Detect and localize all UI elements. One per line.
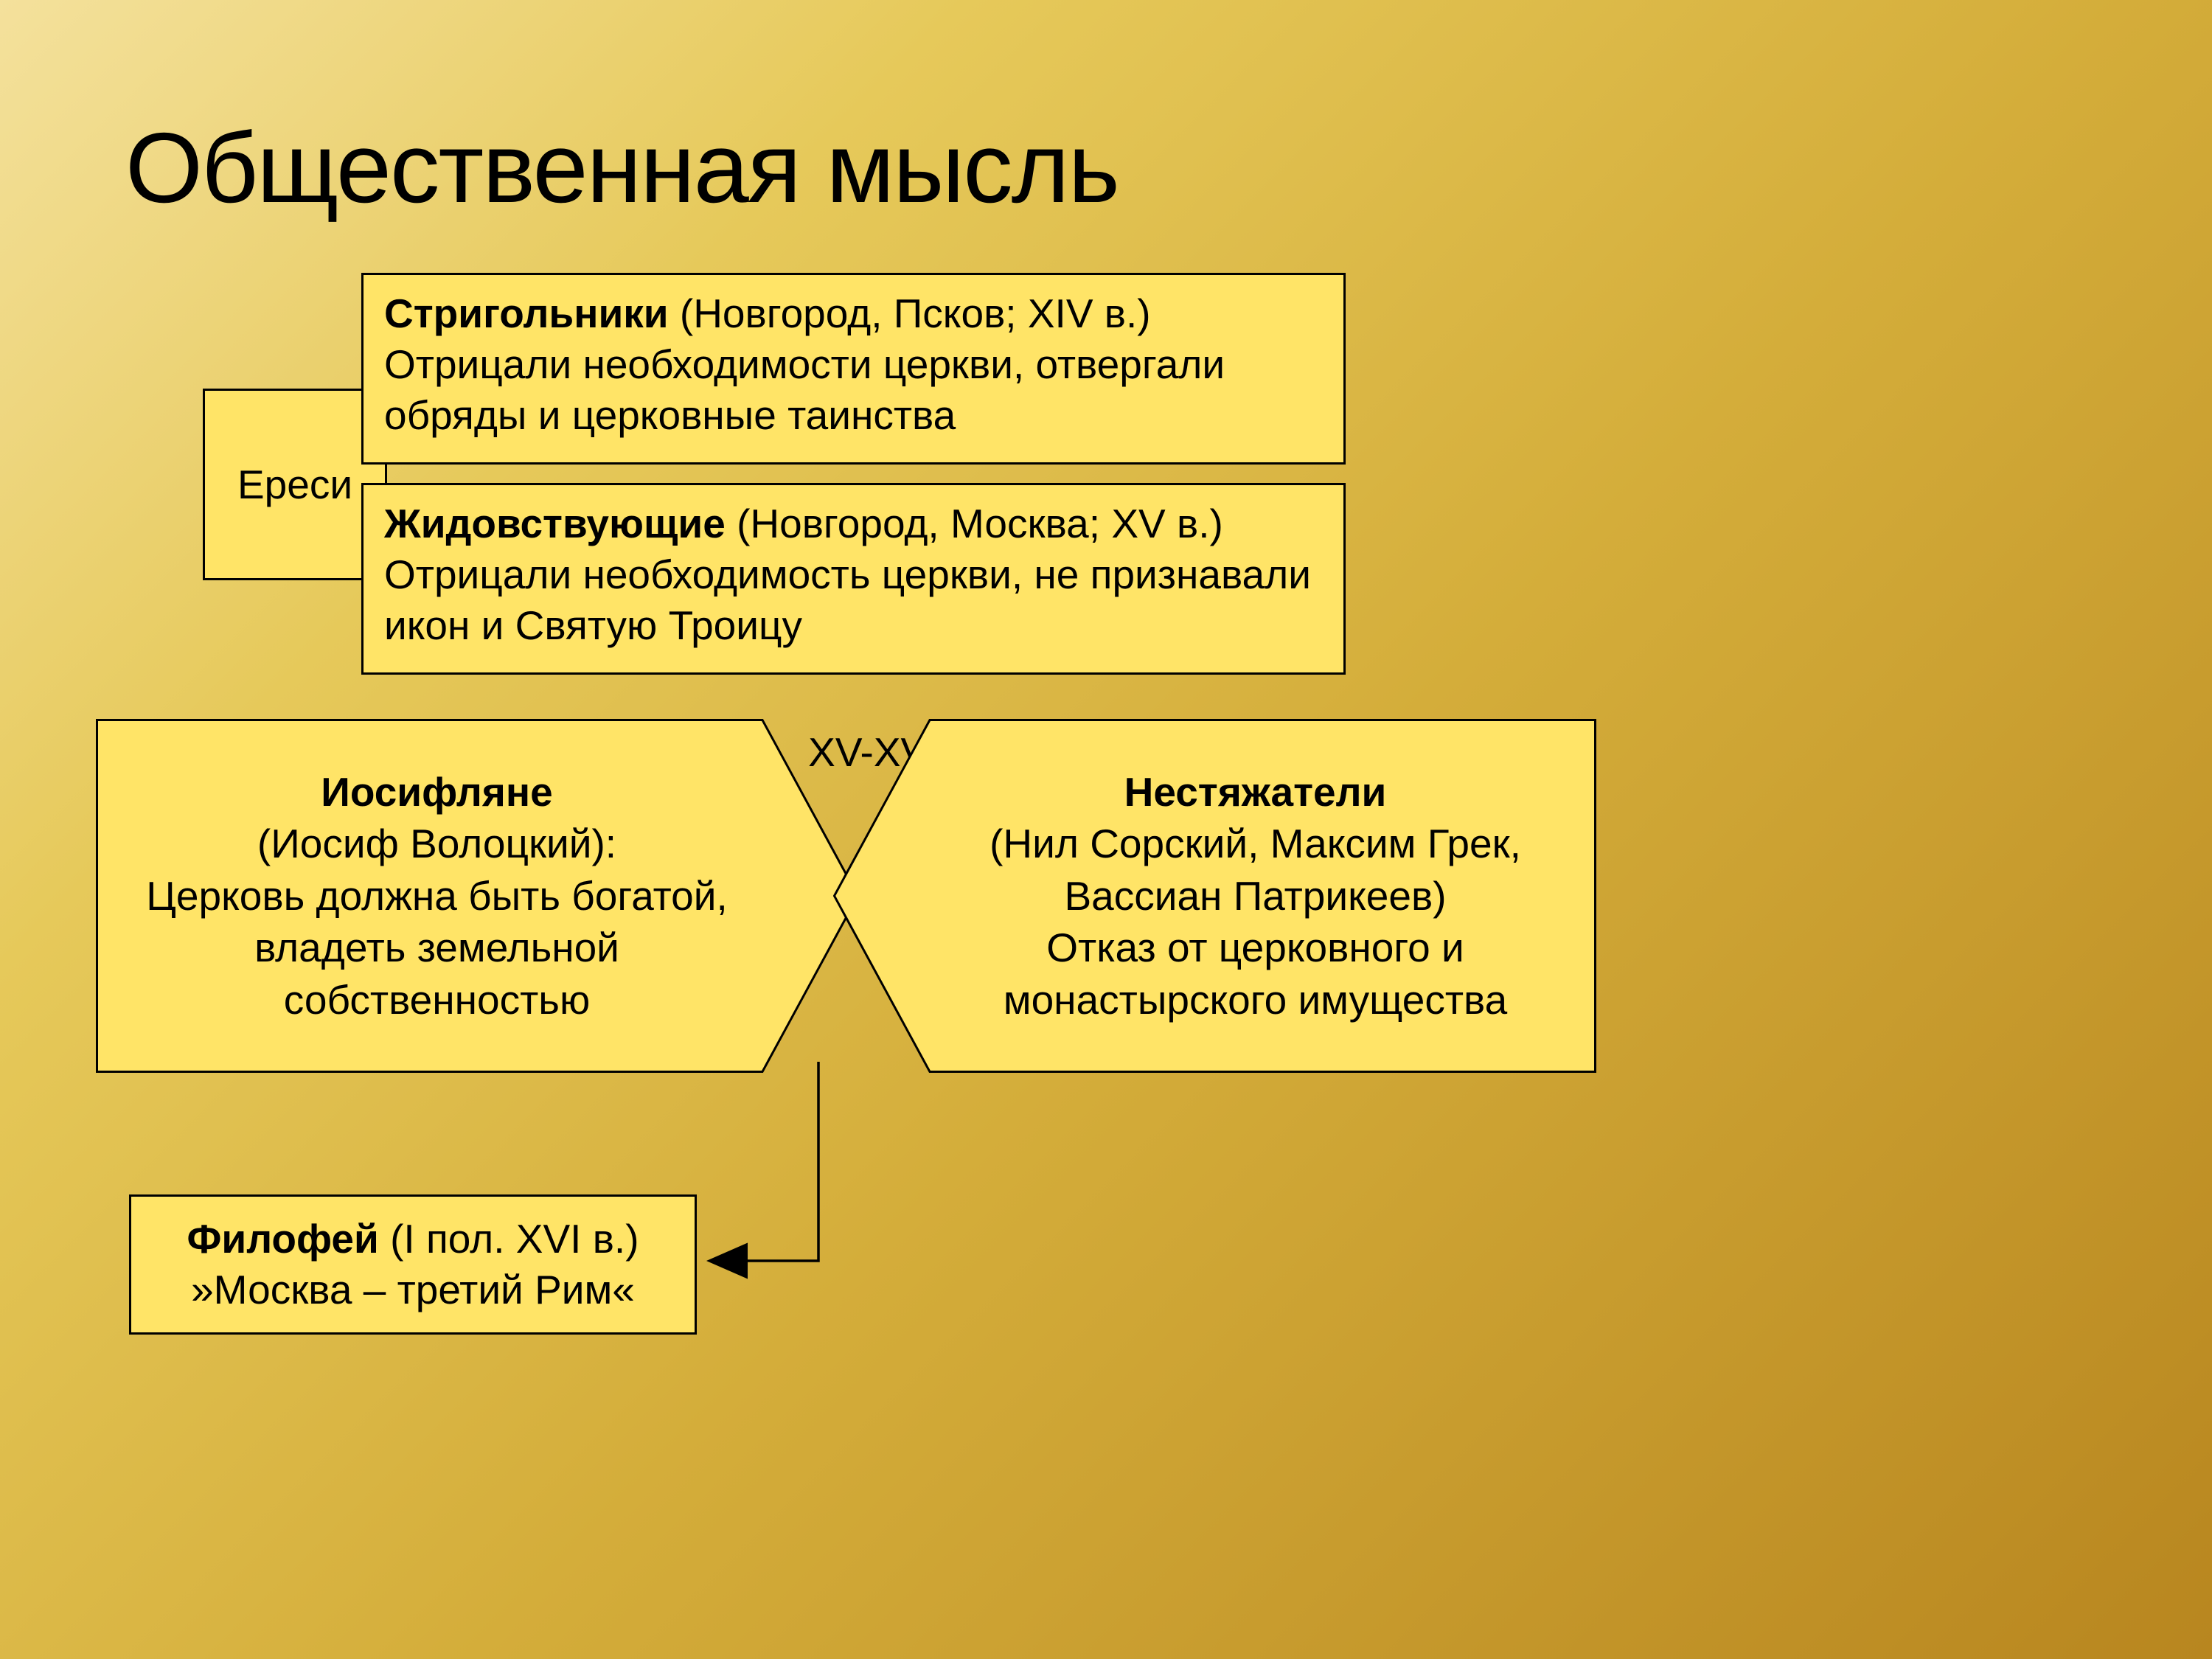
heresy1-paren: (Новгород, Псков; XIV в.) <box>669 291 1151 336</box>
filofei-body: »Москва – третий Рим« <box>191 1267 635 1312</box>
iosiflyane-paren: (Иосиф Волоцкий): <box>257 821 616 866</box>
iosiflyane-body: Церковь должна быть богатой, владеть зем… <box>146 873 728 1023</box>
heresy1-body: Отрицали необходимости церкви, отвергали… <box>384 341 1225 438</box>
slide-title: Общественная мысль <box>125 111 1119 225</box>
filofei-title: Филофей <box>187 1216 378 1262</box>
slide: Общественная мысль Ереси Стригольники (Н… <box>0 0 2212 1659</box>
heresy2-paren: (Новгород, Москва; XV в.) <box>726 501 1223 546</box>
heresies-label-box: Ереси <box>203 389 387 580</box>
iosiflyane-text: Иосифляне (Иосиф Волоцкий): Церковь долж… <box>96 719 859 1073</box>
nestyazhateli-text: Нестяжатели (Нил Сорский, Максим Грек, В… <box>833 719 1596 1073</box>
heresy2-body: Отрицали необходимость церкви, не призна… <box>384 552 1311 648</box>
filofei-box: Филофей (I пол. XVI в.) »Москва – третий… <box>129 1194 697 1335</box>
heresy2-title: Жидовствующие <box>384 501 726 546</box>
filofei-paren: (I пол. XVI в.) <box>379 1216 639 1262</box>
nestyazhateli-body: Отказ от церковного и монастырского имущ… <box>1004 925 1507 1022</box>
heresy-box-zhidovstvuyushchie: Жидовствующие (Новгород, Москва; XV в.) … <box>361 483 1346 675</box>
iosiflyane-shape: Иосифляне (Иосиф Волоцкий): Церковь долж… <box>96 719 859 1073</box>
nestyazhateli-shape: Нестяжатели (Нил Сорский, Максим Грек, В… <box>833 719 1596 1073</box>
heresy-box-strigolniki: Стригольники (Новгород, Псков; XIV в.) О… <box>361 273 1346 465</box>
heresy1-title: Стригольники <box>384 291 669 336</box>
nestyazhateli-title: Нестяжатели <box>1124 769 1387 815</box>
iosiflyane-title: Иосифляне <box>321 769 552 815</box>
heresies-label: Ереси <box>237 459 352 510</box>
nestyazhateli-paren: (Нил Сорский, Максим Грек, Вассиан Патри… <box>990 821 1521 918</box>
